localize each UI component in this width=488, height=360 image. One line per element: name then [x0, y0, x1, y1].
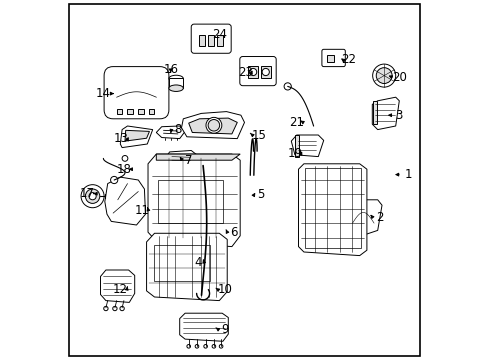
Bar — [153, 245, 209, 281]
Bar — [326, 55, 333, 62]
Text: 24: 24 — [211, 28, 226, 41]
Circle shape — [205, 117, 222, 133]
Bar — [158, 180, 223, 223]
Circle shape — [85, 189, 100, 203]
FancyBboxPatch shape — [321, 49, 345, 67]
Bar — [149, 109, 154, 114]
Text: 3: 3 — [395, 109, 402, 122]
Bar — [199, 35, 205, 46]
Bar — [216, 35, 223, 46]
Polygon shape — [188, 118, 237, 134]
Circle shape — [375, 68, 391, 84]
Polygon shape — [120, 126, 152, 148]
Circle shape — [208, 120, 219, 131]
Polygon shape — [101, 270, 134, 302]
Text: 22: 22 — [341, 53, 356, 66]
Circle shape — [120, 306, 124, 311]
Bar — [127, 109, 133, 114]
Circle shape — [219, 345, 223, 348]
Text: 15: 15 — [251, 129, 266, 141]
Ellipse shape — [168, 75, 183, 82]
Text: 21: 21 — [288, 116, 304, 129]
Circle shape — [284, 83, 291, 90]
Bar — [305, 168, 360, 248]
Text: 5: 5 — [257, 188, 264, 201]
FancyBboxPatch shape — [191, 24, 231, 53]
Bar — [168, 78, 183, 88]
Polygon shape — [156, 154, 240, 160]
Text: 20: 20 — [391, 71, 406, 84]
Polygon shape — [371, 97, 399, 130]
Circle shape — [249, 68, 256, 76]
Text: 16: 16 — [163, 63, 178, 76]
Circle shape — [195, 345, 199, 348]
Text: 2: 2 — [375, 211, 383, 224]
Circle shape — [212, 345, 215, 348]
Text: 1: 1 — [404, 168, 411, 181]
Text: 13: 13 — [114, 132, 128, 145]
Text: 10: 10 — [217, 283, 232, 296]
FancyBboxPatch shape — [104, 67, 168, 119]
Text: 19: 19 — [287, 147, 302, 159]
Text: 12: 12 — [113, 283, 127, 296]
Text: 8: 8 — [174, 123, 181, 136]
Bar — [372, 101, 376, 124]
Text: 6: 6 — [229, 226, 237, 239]
Ellipse shape — [168, 85, 183, 91]
Text: 9: 9 — [221, 323, 228, 336]
Text: 11: 11 — [134, 204, 149, 217]
Bar — [207, 35, 214, 46]
Bar — [294, 135, 299, 157]
Polygon shape — [179, 313, 228, 341]
Polygon shape — [125, 130, 149, 141]
Circle shape — [103, 306, 108, 311]
Circle shape — [113, 306, 117, 311]
Text: 7: 7 — [184, 154, 192, 167]
Circle shape — [110, 176, 118, 184]
Circle shape — [81, 185, 104, 208]
Polygon shape — [181, 112, 244, 139]
Circle shape — [203, 345, 207, 348]
Text: 18: 18 — [116, 163, 131, 176]
Bar — [247, 66, 258, 78]
Text: 4: 4 — [194, 256, 201, 269]
FancyBboxPatch shape — [239, 57, 276, 86]
Polygon shape — [349, 200, 381, 238]
Polygon shape — [104, 177, 145, 225]
Polygon shape — [146, 233, 227, 301]
Polygon shape — [291, 135, 323, 157]
Circle shape — [122, 156, 127, 161]
Polygon shape — [148, 154, 240, 247]
Bar — [260, 66, 270, 78]
Polygon shape — [165, 150, 197, 165]
Polygon shape — [156, 126, 185, 139]
Bar — [117, 109, 122, 114]
Circle shape — [372, 64, 395, 87]
Circle shape — [262, 68, 269, 76]
Circle shape — [186, 345, 190, 348]
Text: 14: 14 — [96, 87, 111, 100]
Polygon shape — [298, 164, 366, 256]
Text: 23: 23 — [237, 66, 252, 78]
Circle shape — [89, 193, 96, 200]
Text: 17: 17 — [80, 187, 95, 200]
Bar — [138, 109, 143, 114]
